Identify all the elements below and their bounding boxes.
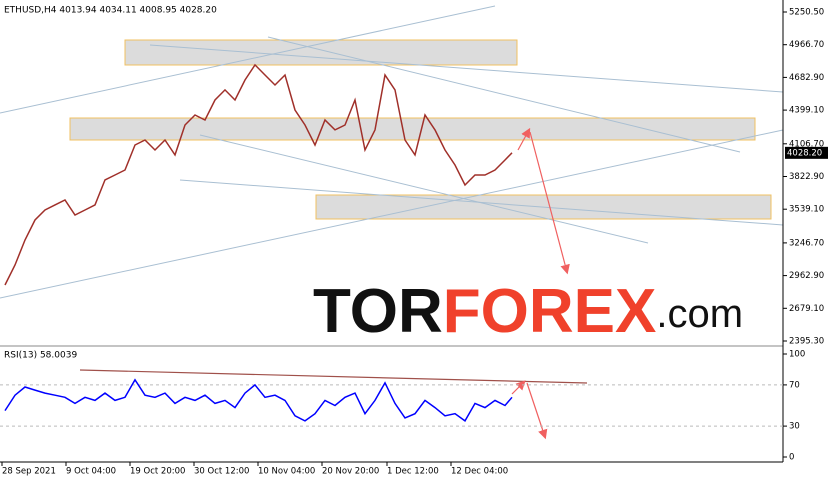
y-tick-label: 4682.90 bbox=[789, 73, 824, 83]
x-tick-label: 1 Dec 12:00 bbox=[387, 467, 439, 477]
price-label: 4028.20 bbox=[787, 148, 822, 158]
x-tick-label: 20 Nov 20:00 bbox=[322, 467, 379, 477]
x-tick-label: 19 Oct 20:00 bbox=[130, 467, 185, 477]
watermark-text: TORFOREX.com bbox=[313, 277, 743, 346]
y-tick-label: 2962.90 bbox=[789, 271, 824, 281]
y-tick-label: 3822.90 bbox=[789, 172, 824, 182]
x-tick-label: 28 Sep 2021 bbox=[2, 467, 56, 477]
y-tick-label: 100 bbox=[789, 350, 805, 360]
rsi-title: RSI(13) 58.0039 bbox=[4, 351, 77, 361]
chart-title: ETHUSD,H4 4013.94 4034.11 4008.95 4028.2… bbox=[4, 6, 217, 16]
y-tick-label: 70 bbox=[789, 380, 800, 390]
annotations bbox=[0, 5, 784, 440]
y-tick-label: 30 bbox=[789, 422, 800, 432]
series-line bbox=[4, 63, 513, 286]
y-tick-label: 5250.50 bbox=[789, 7, 824, 17]
y-tick-label: 4399.10 bbox=[789, 106, 824, 116]
x-tick-label: 12 Dec 04:00 bbox=[451, 467, 508, 477]
x-tick-label: 10 Nov 04:00 bbox=[258, 467, 315, 477]
x-tick-label: 30 Oct 12:00 bbox=[194, 467, 249, 477]
y-tick-label: 0 bbox=[789, 453, 794, 463]
watermark: TORFOREX.com bbox=[313, 277, 743, 346]
y-tick-label: 4106.70 bbox=[789, 139, 824, 149]
y-tick-label: 2679.10 bbox=[789, 304, 824, 314]
y-tick-label: 2395.30 bbox=[789, 337, 824, 347]
series-line bbox=[4, 378, 513, 422]
y-tick-label: 3246.70 bbox=[789, 238, 824, 248]
x-tick-label: 9 Oct 04:00 bbox=[66, 467, 116, 477]
y-tick-label: 4966.70 bbox=[789, 40, 824, 50]
price-label-box bbox=[785, 146, 828, 159]
y-tick-label: 3539.10 bbox=[789, 205, 824, 215]
